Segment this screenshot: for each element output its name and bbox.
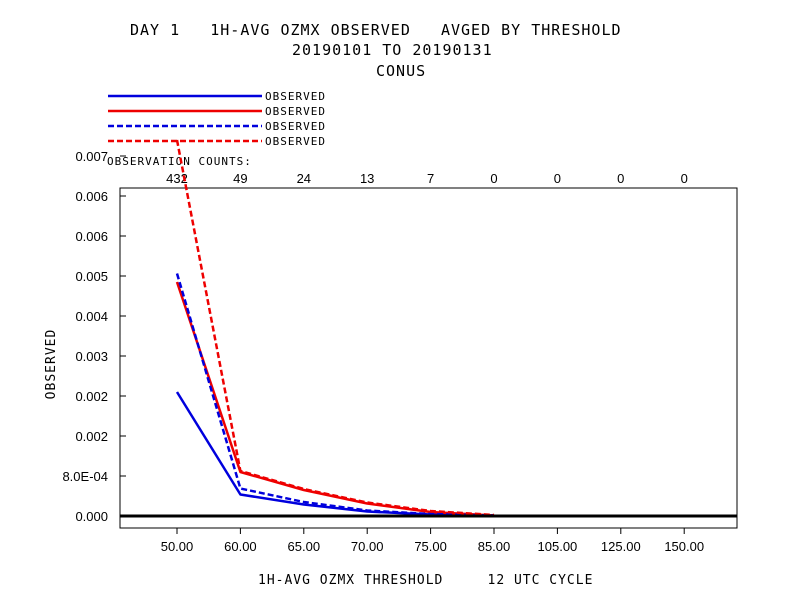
y-tick-label: 0.002	[75, 389, 108, 404]
legend-label: OBSERVED	[265, 120, 326, 133]
x-axis: 50.00 60.00 65.00 70.00 75.00 85.00 105.00 125.…	[161, 528, 704, 554]
observation-count: 7	[427, 171, 434, 186]
y-tick-label: 0.006	[75, 189, 108, 204]
y-axis: 0.000 8.0E-04 0.002 0.002 0.003 0.004 0.005 0.0…	[62, 149, 126, 524]
observation-count: 0	[681, 171, 688, 186]
legend-label: OBSERVED	[265, 90, 326, 103]
y-axis-title: OBSERVED	[44, 329, 59, 400]
series-line-2	[175, 281, 495, 517]
x-tick-label: 60.00	[224, 539, 257, 554]
x-tick-label: 105.00	[538, 539, 578, 554]
observation-counts-label: OBSERVATION COUNTS:	[107, 155, 252, 168]
x-tick-label: 65.00	[288, 539, 321, 554]
series-group	[175, 139, 495, 517]
y-tick-label: 0.007	[75, 149, 108, 164]
observation-counts: 432 49 24 13 7 0 0 0 0	[166, 171, 688, 186]
legend: OBSERVED OBSERVED OBSERVED OBSERVED	[108, 90, 326, 148]
plot-frame	[119, 187, 738, 529]
x-tick-label: 50.00	[161, 539, 194, 554]
legend-label: OBSERVED	[265, 105, 326, 118]
y-tick-label: 0.003	[75, 349, 108, 364]
chart-title-date-range: 20190101 TO 20190131	[292, 41, 493, 59]
y-tick-label: 8.0E-04	[62, 469, 108, 484]
chart-title-line1: DAY 1 1H-AVG OZMX OBSERVED AVGED BY THRE…	[130, 21, 622, 39]
observation-count: 0	[490, 171, 497, 186]
x-tick-label: 125.00	[601, 539, 641, 554]
x-axis-title: 1H-AVG OZMX THRESHOLD 12 UTC CYCLE	[258, 573, 594, 588]
y-tick-label: 0.000	[75, 509, 108, 524]
x-tick-label: 150.00	[664, 539, 704, 554]
series-line-3	[175, 273, 495, 517]
y-tick-label: 0.004	[75, 309, 108, 324]
observation-count: 24	[297, 171, 311, 186]
observation-count: 13	[360, 171, 374, 186]
legend-label: OBSERVED	[265, 135, 326, 148]
series-line-4	[175, 139, 495, 517]
x-tick-label: 85.00	[478, 539, 511, 554]
x-tick-label: 70.00	[351, 539, 384, 554]
observation-count: 49	[233, 171, 247, 186]
observation-count: 0	[617, 171, 624, 186]
y-tick-label: 0.005	[75, 269, 108, 284]
observation-count: 432	[166, 171, 188, 186]
y-tick-label: 0.002	[75, 429, 108, 444]
chart-title-region: CONUS	[376, 62, 427, 80]
y-tick-label: 0.006	[75, 229, 108, 244]
observation-count: 0	[554, 171, 561, 186]
x-tick-label: 75.00	[414, 539, 447, 554]
